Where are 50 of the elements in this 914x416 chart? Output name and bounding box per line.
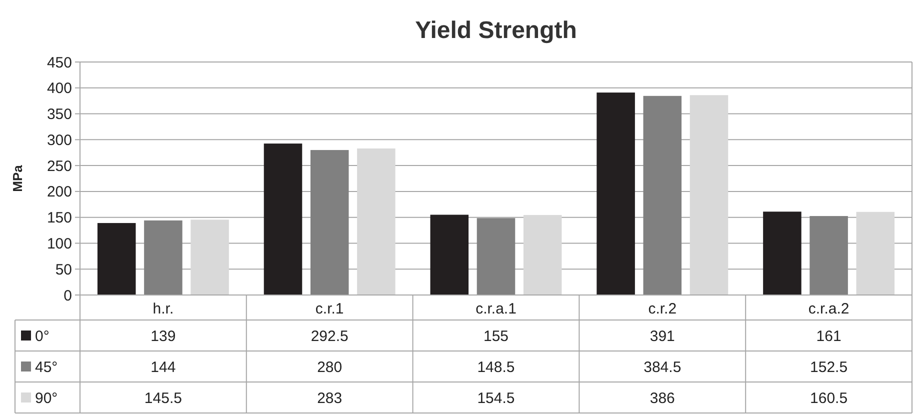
y-tick-label: 250 <box>46 158 72 175</box>
y-tick-label: 150 <box>46 210 72 227</box>
data-label: 161 <box>816 328 842 345</box>
data-label: 160.5 <box>810 390 848 407</box>
y-tick-label: 450 <box>46 54 72 72</box>
legend-label: 45° <box>35 358 58 376</box>
data-label: 283 <box>317 390 342 407</box>
data-label: 280 <box>317 358 342 376</box>
x-tick-label: c.r.a.2 <box>808 300 850 318</box>
data-label: 144 <box>150 358 176 376</box>
x-tick-label: c.r.2 <box>648 300 677 318</box>
bar <box>144 220 182 295</box>
data-label: 386 <box>650 390 675 407</box>
data-label: 154.5 <box>477 390 515 407</box>
bar <box>643 96 682 295</box>
y-tick-label: 100 <box>46 235 72 252</box>
y-tick-label: 50 <box>55 261 72 278</box>
bar <box>430 214 469 295</box>
legend-label: 90° <box>35 390 58 407</box>
data-label: 139 <box>150 328 176 345</box>
bar <box>856 212 895 295</box>
data-label: 292.5 <box>310 328 348 345</box>
data-label: 391 <box>650 328 675 345</box>
bar <box>596 92 635 295</box>
bar <box>97 223 136 295</box>
data-label: 155 <box>483 328 509 345</box>
x-tick-label: h.r. <box>152 300 174 318</box>
chart-title: Yield Strength <box>415 17 577 44</box>
bar <box>523 215 562 295</box>
bar <box>810 216 848 295</box>
bar <box>264 144 302 295</box>
bar <box>190 220 229 295</box>
y-tick-label: 0 <box>64 287 72 304</box>
x-tick-label: c.r.a.1 <box>476 300 516 318</box>
y-axis-title: MPa <box>10 164 25 192</box>
bar <box>310 150 349 295</box>
x-tick-label: c.r.1 <box>315 300 344 318</box>
bar <box>476 218 516 295</box>
data-label: 145.5 <box>144 390 182 407</box>
y-tick-label: 300 <box>46 132 72 149</box>
data-label: 152.5 <box>810 358 848 376</box>
bar <box>690 95 728 295</box>
data-label: 148.5 <box>477 358 515 376</box>
bar <box>763 212 802 295</box>
bar <box>357 148 396 295</box>
y-tick-label: 400 <box>46 80 72 98</box>
legend-label: 0° <box>35 328 50 345</box>
y-tick-label: 350 <box>46 106 72 124</box>
y-tick-label: 200 <box>46 184 72 201</box>
data-label: 384.5 <box>644 358 682 376</box>
